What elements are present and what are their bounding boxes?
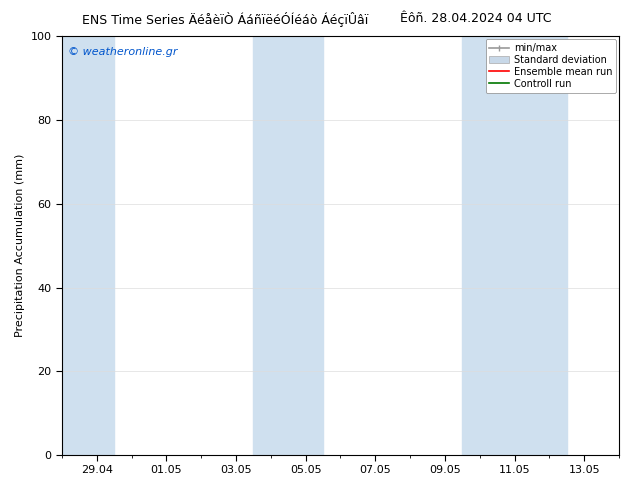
Legend: min/max, Standard deviation, Ensemble mean run, Controll run: min/max, Standard deviation, Ensemble me… bbox=[486, 39, 616, 93]
Bar bbox=[462, 36, 567, 455]
Text: Êôñ. 28.04.2024 04 UTC: Êôñ. 28.04.2024 04 UTC bbox=[400, 12, 552, 25]
Y-axis label: Precipitation Accumulation (mm): Precipitation Accumulation (mm) bbox=[15, 154, 25, 338]
Bar bbox=[254, 36, 323, 455]
Text: ENS Time Series ÄéåèïÒ ÁáñïëéÓÍéáò ÁéçïÛâï: ENS Time Series ÄéåèïÒ ÁáñïëéÓÍéáò ÁéçïÛ… bbox=[82, 12, 368, 27]
Bar bbox=[62, 36, 114, 455]
Text: © weatheronline.gr: © weatheronline.gr bbox=[68, 47, 177, 57]
